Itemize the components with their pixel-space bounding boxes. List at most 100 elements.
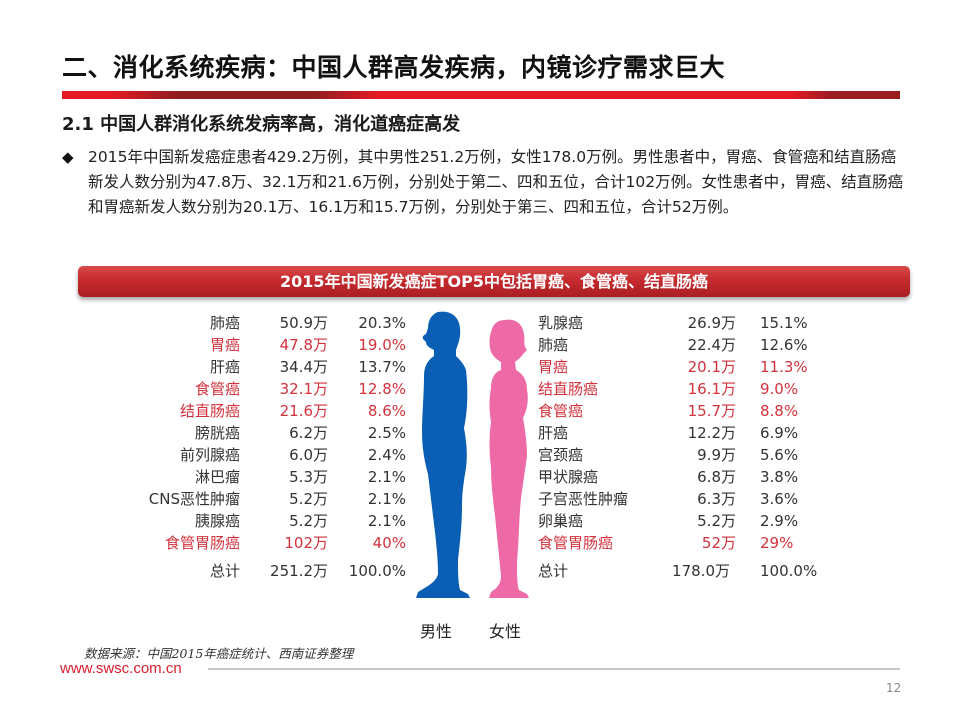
cell-count: 5.2万 (289, 512, 328, 530)
cell-name: 子宫恶性肿瘤 (538, 490, 629, 508)
table-row: 胃癌 47.8万 19.0% (130, 334, 420, 356)
table-total-row: 总计 251.2万 100.0% (130, 560, 420, 582)
table-row: 结直肠癌 21.6万 8.6% (130, 400, 420, 422)
diamond-bullet-icon: ◆ (62, 148, 74, 166)
cell-count: 50.9万 (279, 314, 328, 332)
cell-name: 食管胃肠癌 (164, 534, 240, 552)
cell-count: 6.8万 (697, 468, 736, 486)
section-heading: 2.1 中国人群消化系统发病率高，消化道癌症高发 (62, 114, 461, 135)
title-divider-bar (62, 91, 900, 99)
cell-count: 32.1万 (279, 380, 328, 398)
cell-count: 9.9万 (697, 446, 736, 464)
footer-website-link[interactable]: www.swsc.com.cn (60, 660, 182, 677)
cell-pct: 2.1% (367, 490, 406, 508)
cell-name: 乳腺癌 (538, 314, 584, 332)
cell-pct: 2.9% (760, 512, 799, 530)
table-row: 肺癌 50.9万 20.3% (130, 312, 420, 334)
cell-count: 6.2万 (289, 424, 328, 442)
cell-name: 结直肠癌 (179, 402, 240, 420)
cell-count: 6.3万 (697, 490, 736, 508)
total-pct: 100.0% (760, 562, 818, 580)
cell-name: 膀胱癌 (194, 424, 240, 442)
total-count: 178.0万 (672, 562, 730, 580)
cell-name: 食管癌 (538, 402, 584, 420)
cell-name: 肝癌 (538, 424, 569, 442)
table-row: 胃癌 20.1万 11.3% (538, 356, 838, 378)
cell-name: 胃癌 (209, 336, 240, 354)
cell-pct: 2.1% (367, 468, 406, 486)
male-cancer-table: 肺癌 50.9万 20.3% 胃癌 47.8万 19.0% 肝癌 34.4万 13.7% 食管癌 3… (130, 312, 420, 580)
cell-name: 食管癌 (194, 380, 240, 398)
cell-pct: 3.8% (760, 468, 799, 486)
cell-pct: 11.3% (760, 358, 808, 376)
table-row: 膀胱癌 6.2万 2.5% (130, 422, 420, 444)
cell-count: 6.0万 (289, 446, 328, 464)
table-row: 肝癌 34.4万 13.7% (130, 356, 420, 378)
cell-count: 12.2万 (687, 424, 736, 442)
table-row: 食管胃肠癌 102万 40% (130, 532, 420, 554)
cell-count: 26.9万 (687, 314, 736, 332)
cell-pct: 5.6% (760, 446, 799, 464)
table-row: 卵巢癌 5.2万 2.9% (538, 510, 838, 532)
cell-name: 胃癌 (538, 358, 569, 376)
cell-pct: 2.4% (367, 446, 406, 464)
female-cancer-table: 乳腺癌 26.9万 15.1% 肺癌 22.4万 12.6% 胃癌 20.1万 11.3% 结直肠… (538, 312, 838, 580)
cell-count: 34.4万 (279, 358, 328, 376)
cell-pct: 3.6% (760, 490, 799, 508)
female-silhouette-icon (489, 319, 529, 598)
cell-name: 宫颈癌 (538, 446, 584, 464)
cell-name: 肺癌 (538, 336, 569, 354)
page-title: 二、消化系统疾病：中国人群高发疾病，内镜诊疗需求巨大 (62, 53, 726, 82)
cell-name: 肝癌 (209, 358, 240, 376)
cell-pct: 8.6% (367, 402, 406, 420)
cell-count: 5.3万 (289, 468, 328, 486)
cell-count: 16.1万 (687, 380, 736, 398)
cell-pct: 2.1% (367, 512, 406, 530)
cell-pct: 8.8% (760, 402, 799, 420)
cell-count: 5.2万 (697, 512, 736, 530)
cell-pct: 9.0% (760, 380, 799, 398)
cell-name: 结直肠癌 (538, 380, 599, 398)
female-label: 女性 (489, 622, 522, 641)
footer-divider (208, 668, 900, 670)
cell-name: 淋巴瘤 (194, 468, 240, 486)
cell-pct: 6.9% (760, 424, 799, 442)
cell-name: 食管胃肠癌 (538, 534, 614, 552)
table-row: 食管癌 15.7万 8.8% (538, 400, 838, 422)
cell-name: CNS恶性肿瘤 (148, 490, 240, 508)
page-number: 12 (886, 681, 902, 695)
cell-pct: 13.7% (358, 358, 406, 376)
table-row: 前列腺癌 6.0万 2.4% (130, 444, 420, 466)
table-row: 食管癌 32.1万 12.8% (130, 378, 420, 400)
cell-name: 前列腺癌 (179, 446, 240, 464)
table-row: 子宫恶性肿瘤 6.3万 3.6% (538, 488, 838, 510)
cell-pct: 40% (372, 534, 406, 552)
table-row: 淋巴瘤 5.3万 2.1% (130, 466, 420, 488)
cell-pct: 2.5% (367, 424, 406, 442)
total-pct: 100.0% (348, 562, 406, 580)
total-count: 251.2万 (270, 562, 328, 580)
cell-name: 胰腺癌 (194, 512, 240, 530)
cell-name: 卵巢癌 (538, 512, 584, 530)
cell-pct: 12.8% (358, 380, 406, 398)
cell-count: 20.1万 (687, 358, 736, 376)
cell-pct: 20.3% (358, 314, 406, 332)
table-row: 宫颈癌 9.9万 5.6% (538, 444, 838, 466)
cell-pct: 12.6% (760, 336, 808, 354)
cell-count: 21.6万 (279, 402, 328, 420)
table-row: 肺癌 22.4万 12.6% (538, 334, 838, 356)
male-label: 男性 (420, 622, 453, 641)
cell-name: 甲状腺癌 (538, 468, 599, 486)
cell-name: 肺癌 (209, 314, 240, 332)
cell-count: 22.4万 (687, 336, 736, 354)
table-row: CNS恶性肿瘤 5.2万 2.1% (130, 488, 420, 510)
table-row: 食管胃肠癌 52万 29% (538, 532, 838, 554)
figure-banner: 2015年中国新发癌症TOP5中包括胃癌、食管癌、结直肠癌 (78, 266, 910, 297)
data-source-note: 数据来源：中国2015年癌症统计、西南证券整理 (84, 646, 354, 661)
cell-count: 47.8万 (279, 336, 328, 354)
cell-count: 15.7万 (687, 402, 736, 420)
table-row: 乳腺癌 26.9万 15.1% (538, 312, 838, 334)
bullet-paragraph: ◆ 2015年中国新发癌症患者429.2万例，其中男性251.2万例，女性178… (62, 145, 912, 220)
cell-pct: 15.1% (760, 314, 808, 332)
cell-pct: 19.0% (358, 336, 406, 354)
